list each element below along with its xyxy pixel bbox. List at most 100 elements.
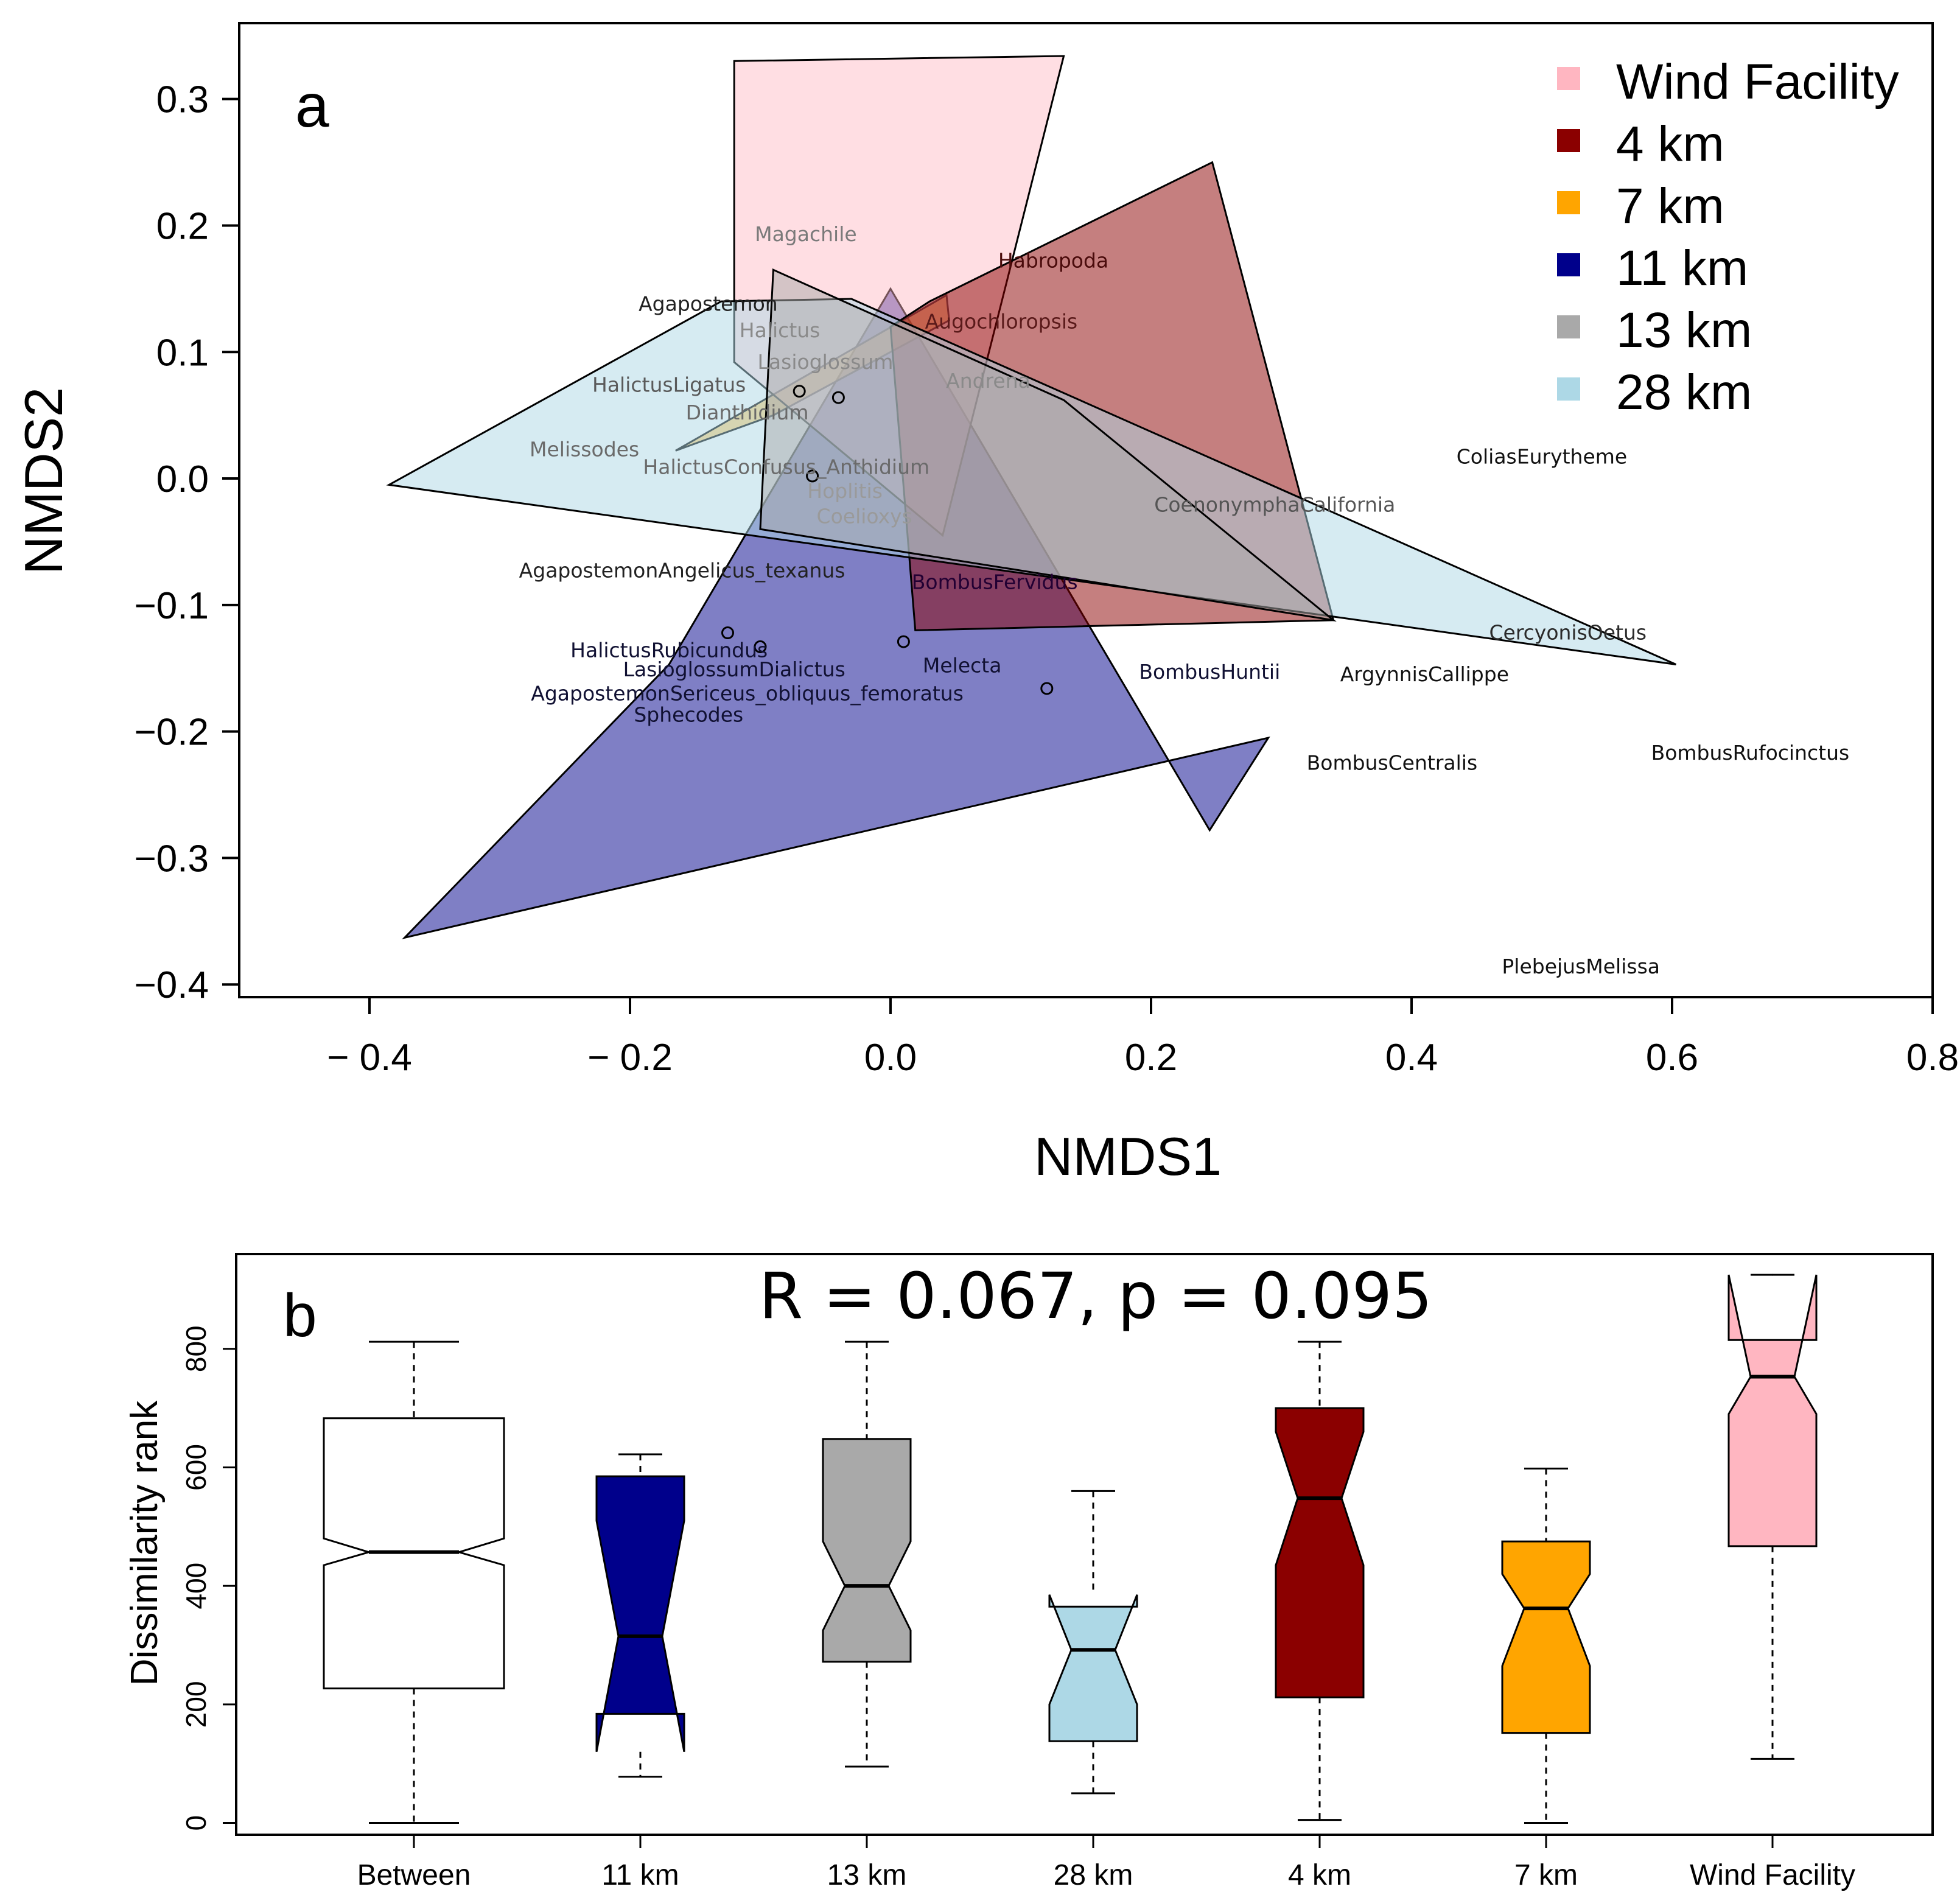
site-point [1040,682,1054,695]
species-label-lasioglossumdialictus: LasioglossumDialictus [623,657,845,681]
x-tick-label: 0.0 [864,1037,917,1079]
y-tick-label: 0.2 [156,205,209,247]
y-tick-label: −0.4 [135,964,209,1006]
notched-box [1048,1594,1138,1742]
notched-box [822,1438,912,1663]
x-tick-label: 0.6 [1646,1037,1698,1079]
species-label-melecta: Melecta [923,654,1002,678]
y-tick-label: 600 [180,1444,212,1491]
y-tick-label: 200 [180,1681,212,1728]
site-points [721,385,1054,695]
boxplot-panel: b R = 0.067, p = 0.095 Between 11 km 13 km… [124,1253,1934,1891]
x-tick-label-28-km: 28 km [1054,1859,1133,1891]
panel-label-a: a [295,72,329,140]
legend-swatch-13-km [1557,315,1580,338]
x-tick-label: − 0.4 [327,1037,412,1079]
y-tick-label: 0.0 [156,458,209,500]
x-tick-label-wind-facility: Wind Facility [1690,1859,1855,1891]
species-label-dianthidium: Dianthidium [686,401,809,424]
species-label-hoplitis: Hoplitis [807,479,883,503]
x-axis: Between 11 km 13 km 28 km 4 km 7 km Wind Facil… [357,1834,1855,1891]
species-label-argynniscallippe: ArgynnisCallippe [1340,662,1509,686]
y-tick-label: 0.1 [156,332,209,374]
legend-label-4-km: 4 km [1616,116,1724,172]
y-tick-label: −0.1 [135,585,209,627]
notched-box [1275,1407,1365,1698]
species-label-halictusrubicundus: HalictusRubicundus [570,639,768,662]
notched-box [595,1475,685,1752]
y-tick-label: 0.3 [156,79,209,121]
site-point [721,626,734,640]
box-28-km [1048,1490,1138,1795]
legend-swatch-28-km [1557,377,1580,401]
x-tick-label-13-km: 13 km [827,1859,907,1891]
species-label-agapostemon: Agapostemon [639,292,778,315]
nmds-panel: Magachile Habropoda Agapostemon Halictus Aug… [13,22,1959,1186]
legend-swatch-wind-facility [1557,67,1580,90]
x-axis-title: NMDS1 [1034,1126,1222,1186]
x-tick-label: 0.8 [1906,1037,1959,1079]
x-axis: − 0.4 − 0.2 0.0 0.2 0.4 0.6 0.8 [327,996,1959,1079]
species-label-halictus: Halictus [740,318,821,342]
species-label-halictusconfusus-anthidium: HalictusConfusus_Anthidium [643,455,929,478]
notched-box [1501,1540,1591,1734]
species-label-magachile: Magachile [755,222,857,246]
site-point [831,391,845,404]
x-tick-label: 0.2 [1125,1037,1177,1079]
box-between [323,1340,505,1824]
species-label-agapostemonangelicus-texanus: AgapostemonAngelicus_texanus [519,559,845,583]
boxes [323,1274,1818,1824]
legend-label-11-km: 11 km [1616,240,1748,296]
y-axis: 0.3 0.2 0.1 0.0 −0.1 −0.2 −0.3 −0.4 [135,79,240,1006]
x-tick-label-4-km: 4 km [1288,1859,1351,1891]
site-point [806,469,819,483]
legend-swatch-4-km [1557,129,1580,152]
site-point [754,640,767,653]
species-label-sphecodes: Sphecodes [634,703,743,727]
panel-label-b: b [283,1281,317,1350]
species-label-coenonymphacalifornia: CoenonymphaCalifornia [1154,493,1395,517]
species-label-agapostemonsericeus-obliquus-femoratus: AgapostemonSericeus_obliquus_femoratus [531,681,964,705]
x-tick-label: 0.4 [1385,1037,1438,1079]
species-label-plebejusmelissa: PlebejusMelissa [1502,955,1660,978]
legend: Wind Facility 4 km 7 km 11 km 13 km 28 km [1557,54,1899,420]
x-tick-label-between: Between [357,1859,471,1891]
y-tick-label: 400 [180,1563,212,1610]
x-tick-label: − 0.2 [587,1037,673,1079]
anosim-statistic: R = 0.067, p = 0.095 [759,1259,1432,1333]
species-label-augochloropsis: Augochloropsis [925,309,1078,333]
species-label-halictusligatus: HalictusLigatus [592,373,746,396]
species-labels: Magachile Habropoda Agapostemon Halictus Aug… [519,222,1850,978]
y-tick-label: 0 [180,1815,212,1831]
notched-box [1727,1274,1818,1547]
species-label-bombuscentralis: BombusCentralis [1307,751,1478,775]
box-13-km [822,1340,912,1768]
species-label-cercyonisoetus: CercyonisOetus [1489,621,1647,645]
species-label-habropoda: Habropoda [998,249,1108,273]
legend-label-13-km: 13 km [1616,303,1752,358]
species-label-bombushuntii: BombusHuntii [1139,660,1280,684]
y-tick-label: 800 [180,1325,212,1372]
boxplot-plot-frame [235,1253,1934,1836]
legend-label-28-km: 28 km [1616,365,1752,420]
y-axis-title: Dissimilarity rank [124,1400,166,1686]
box-wind-facility [1727,1274,1818,1760]
box-4-km [1275,1340,1365,1821]
site-point [897,635,910,648]
group-hulls [386,55,1677,939]
box-11-km [595,1453,685,1778]
y-tick-label: −0.2 [135,712,209,754]
box-7-km [1501,1467,1591,1824]
legend-swatch-11-km [1557,253,1580,276]
y-tick-label: −0.3 [135,838,209,880]
legend-label-7-km: 7 km [1616,178,1724,234]
x-tick-label-7-km: 7 km [1514,1859,1578,1891]
legend-swatch-7-km [1557,191,1580,214]
legend-label-wind-facility: Wind Facility [1616,54,1899,110]
y-axis-title: NMDS2 [13,387,74,575]
species-label-bombusfervidus: BombusFervidus [912,570,1078,594]
y-axis: 0 200 400 600 800 [180,1325,237,1831]
species-label-lasioglossum: Lasioglossum [758,350,894,374]
species-label-coelioxys: Coelioxys [817,504,912,528]
